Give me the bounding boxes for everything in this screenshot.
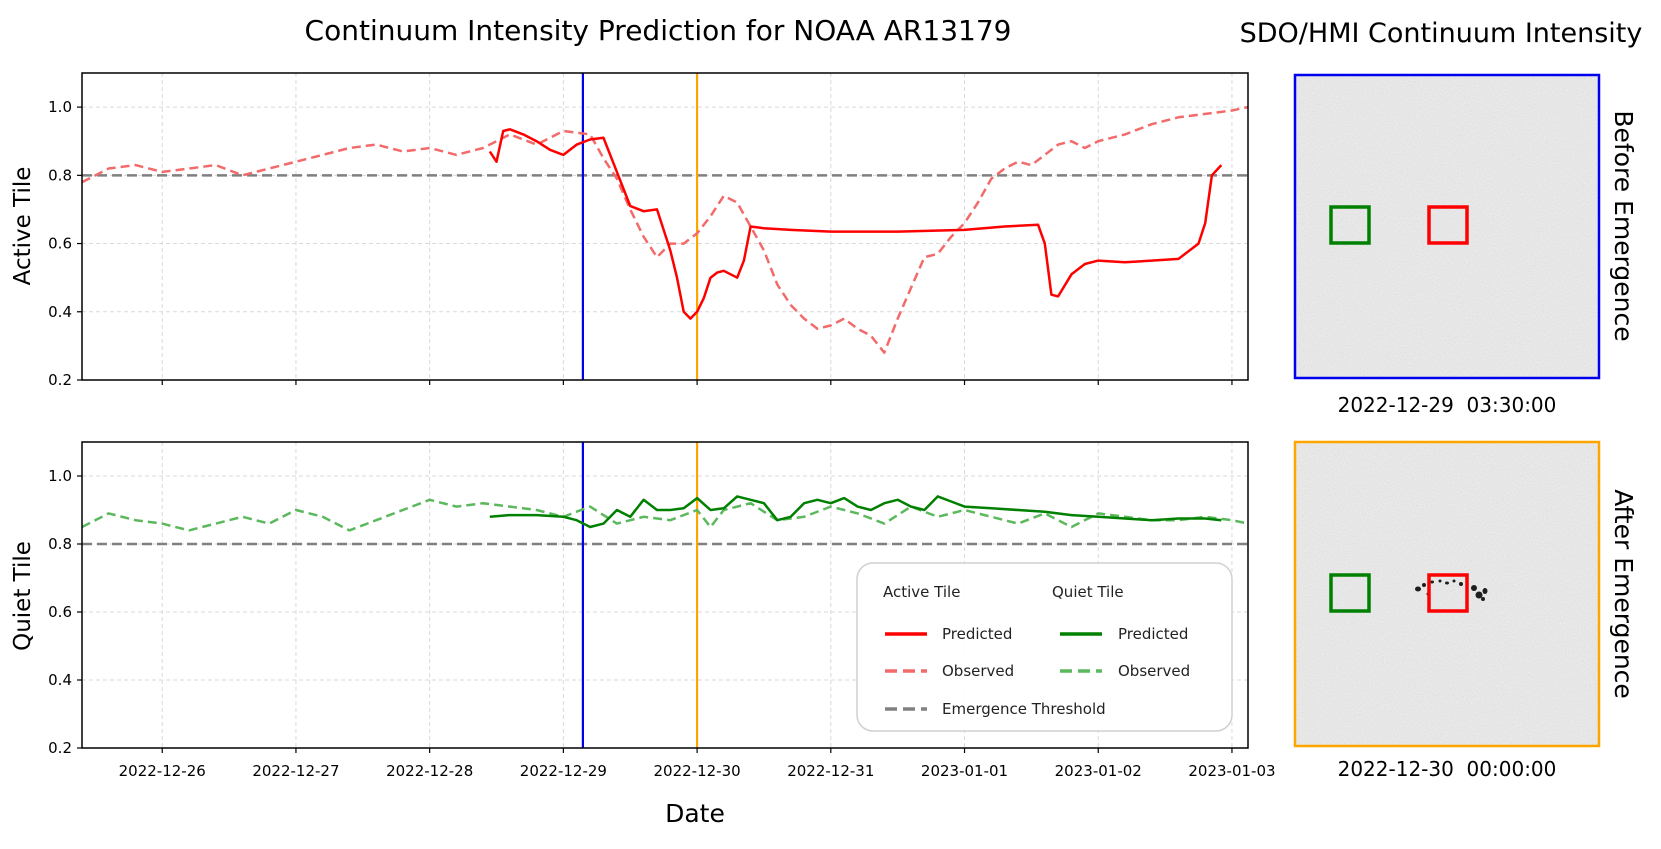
- after-image-frame: [1293, 440, 1601, 748]
- after-emergence-label: After Emergence: [1609, 489, 1638, 699]
- quiet-tile-xtick-label: 2023-01-01: [921, 762, 1008, 780]
- quiet-tile-xtick-label: 2023-01-02: [1055, 762, 1142, 780]
- quiet-tile-ylabel: Quiet Tile: [10, 541, 36, 651]
- quiet-tile-ytick-label: 0.2: [48, 739, 72, 757]
- legend-quiet-predicted-label: Predicted: [1118, 625, 1188, 643]
- quiet-tile-xtick-label: 2022-12-27: [252, 762, 339, 780]
- before-emergence-label: Before Emergence: [1609, 110, 1638, 341]
- quiet-tile-ytick-label: 0.4: [48, 671, 72, 689]
- quiet-tile-ytick-label: 1.0: [48, 467, 72, 485]
- legend-quiet-observed-label: Observed: [1118, 662, 1190, 680]
- active-tile-grid: [82, 73, 1248, 381]
- quiet-tile-xtick-label: 2022-12-28: [386, 762, 473, 780]
- active-tile-plot: 0.2 0.4 0.6 0.8 1.0 Active Tile: [10, 72, 1249, 389]
- quiet-tile-xtick-label: 2022-12-29: [520, 762, 607, 780]
- chart-title: Continuum Intensity Prediction for NOAA …: [305, 14, 1012, 47]
- legend-active-predicted-label: Predicted: [942, 625, 1012, 643]
- legend-active-observed-label: Observed: [942, 662, 1014, 680]
- active-tile-axes-frame: [81, 72, 1249, 381]
- image-panel-title: SDO/HMI Continuum Intensity: [1240, 18, 1643, 49]
- active-tile-ytick-label: 0.2: [48, 371, 72, 389]
- quiet-tile-vlines: [581, 442, 699, 748]
- active-tile-xtick-marks: [161, 380, 1233, 385]
- quiet-tile-axes-frame: [81, 441, 1249, 749]
- active-tile-yticks: 0.2 0.4 0.6 0.8 1.0: [48, 98, 82, 389]
- before-emergence-image: [1293, 73, 1601, 380]
- quiet-tile-xticks: 2022-12-26 2022-12-27 2022-12-28 2022-12-29…: [119, 748, 1276, 780]
- x-axis-label: Date: [665, 799, 725, 828]
- after-quiet-tile-box: [1329, 573, 1371, 613]
- quiet-tile-observed-line: [82, 498, 1248, 532]
- quiet-tile-xtick-label: 2022-12-30: [653, 762, 740, 780]
- active-tile-ytick-label: 1.0: [48, 98, 72, 116]
- before-sun-texture: [1295, 75, 1599, 378]
- legend-active-header: Active Tile: [883, 583, 960, 601]
- active-tile-ylabel: Active Tile: [10, 167, 36, 286]
- active-tile-vlines: [581, 73, 699, 380]
- quiet-tile-predicted-line: [489, 495, 1222, 529]
- before-timestamp: 2022-12-29 03:30:00: [1338, 393, 1557, 417]
- quiet-tile-yticks: 0.2 0.4 0.6 0.8 1.0: [48, 467, 82, 757]
- after-timestamp: 2022-12-30 00:00:00: [1338, 757, 1557, 781]
- active-tile-ytick-label: 0.6: [48, 235, 72, 253]
- legend-threshold-label: Emergence Threshold: [942, 700, 1106, 718]
- quiet-tile-xtick-label: 2022-12-31: [787, 762, 874, 780]
- after-sun-texture: [1295, 442, 1599, 746]
- active-tile-observed-line: [82, 105, 1248, 354]
- legend: Active Tile Quiet Tile Predicted Predict…: [856, 562, 1233, 732]
- active-tile-predicted-line: [488, 128, 1223, 320]
- quiet-tile-series: [82, 495, 1248, 532]
- active-tile-ytick-label: 0.8: [48, 166, 72, 184]
- legend-box: [856, 562, 1233, 732]
- active-tile-series: [82, 105, 1248, 354]
- after-emergence-image: [1293, 440, 1601, 748]
- quiet-tile-ytick-label: 0.6: [48, 603, 72, 621]
- before-active-tile-box: [1427, 205, 1469, 245]
- legend-quiet-header: Quiet Tile: [1052, 583, 1124, 601]
- active-tile-ytick-label: 0.4: [48, 303, 72, 321]
- quiet-tile-ytick-label: 0.8: [48, 535, 72, 553]
- before-quiet-tile-box: [1329, 205, 1371, 245]
- quiet-tile-xtick-label: 2023-01-03: [1188, 762, 1275, 780]
- quiet-tile-xtick-label: 2022-12-26: [119, 762, 206, 780]
- sunspot-group: [1415, 579, 1488, 601]
- after-active-tile-box: [1427, 573, 1469, 613]
- before-image-frame: [1293, 73, 1601, 380]
